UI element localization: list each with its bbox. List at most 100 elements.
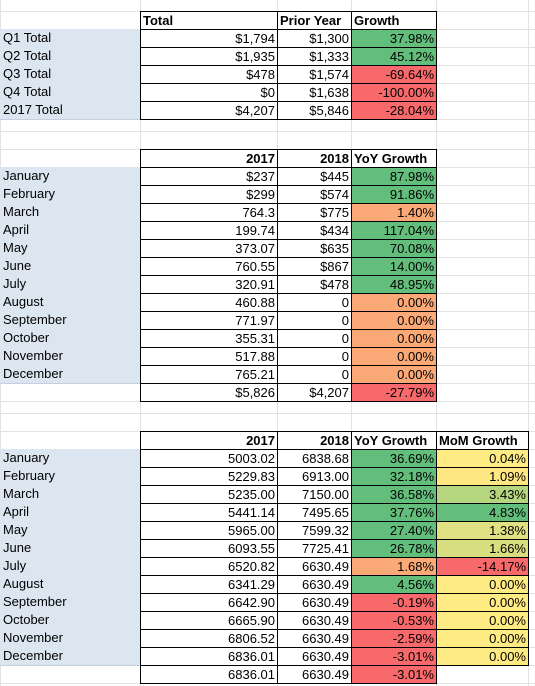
cell-value: -69.64% bbox=[351, 65, 437, 84]
row-label: Q2 Total bbox=[0, 47, 140, 66]
row-label: April bbox=[0, 503, 140, 522]
cell-value: 0.00% bbox=[351, 311, 437, 330]
cell-value: 27.40% bbox=[351, 521, 437, 540]
cell-value: 117.04% bbox=[351, 221, 437, 240]
cell-value: 517.88 bbox=[140, 347, 278, 366]
cell-value: 7150.00 bbox=[277, 485, 352, 504]
cell-value: 6630.49 bbox=[277, 593, 352, 612]
cell-value: 6836.01 bbox=[140, 647, 278, 666]
cell-value: 0.00% bbox=[351, 293, 437, 312]
cell-value: 4.56% bbox=[351, 575, 437, 594]
cell-value: $1,300 bbox=[277, 29, 352, 48]
row-label: January bbox=[0, 449, 140, 468]
row-label: October bbox=[0, 329, 140, 348]
cell-value: -3.01% bbox=[351, 647, 437, 666]
cell-value: 320.91 bbox=[140, 275, 278, 294]
row-label: May bbox=[0, 521, 140, 540]
total-value: 6630.49 bbox=[277, 665, 352, 684]
cell-value: 6520.82 bbox=[140, 557, 278, 576]
cell-value: 0 bbox=[277, 329, 352, 348]
cell-value: 6630.49 bbox=[277, 629, 352, 648]
cell-value: 26.78% bbox=[351, 539, 437, 558]
row-label: December bbox=[0, 365, 140, 384]
cell-value: $574 bbox=[277, 185, 352, 204]
row-label: August bbox=[0, 293, 140, 312]
row-label: March bbox=[0, 485, 140, 504]
cell-value: 37.76% bbox=[351, 503, 437, 522]
total-value: $4,207 bbox=[277, 383, 352, 402]
cell-value: 7725.41 bbox=[277, 539, 352, 558]
column-header: 2018 bbox=[277, 149, 352, 168]
row-label: October bbox=[0, 611, 140, 630]
cell-value: 1.38% bbox=[436, 521, 529, 540]
gridline bbox=[528, 0, 529, 686]
row-label: April bbox=[0, 221, 140, 240]
total-value: $5,826 bbox=[140, 383, 278, 402]
cell-value: 36.58% bbox=[351, 485, 437, 504]
cell-value: -14.17% bbox=[436, 557, 529, 576]
cell-value: $1,794 bbox=[140, 29, 278, 48]
row-label: December bbox=[0, 647, 140, 666]
row-label: July bbox=[0, 275, 140, 294]
cell-value: 5235.00 bbox=[140, 485, 278, 504]
cell-value: 6630.49 bbox=[277, 647, 352, 666]
row-label: 2017 Total bbox=[0, 101, 140, 120]
cell-value: $445 bbox=[277, 167, 352, 186]
cell-value: 6913.00 bbox=[277, 467, 352, 486]
cell-value: $478 bbox=[277, 275, 352, 294]
cell-value: 91.86% bbox=[351, 185, 437, 204]
cell-value: 0.00% bbox=[436, 647, 529, 666]
row-label: September bbox=[0, 593, 140, 612]
cell-value: 1.66% bbox=[436, 539, 529, 558]
column-header: Prior Year bbox=[277, 11, 352, 30]
cell-value: $1,638 bbox=[277, 83, 352, 102]
cell-value: 0 bbox=[277, 311, 352, 330]
column-header: MoM Growth bbox=[436, 431, 529, 450]
cell-value: 1.09% bbox=[436, 467, 529, 486]
row-label: June bbox=[0, 539, 140, 558]
cell-value: -28.04% bbox=[351, 101, 437, 120]
cell-value: 6093.55 bbox=[140, 539, 278, 558]
column-header: Growth bbox=[351, 11, 437, 30]
cell-value: $1,574 bbox=[277, 65, 352, 84]
cell-value: $1,935 bbox=[140, 47, 278, 66]
cell-value: 199.74 bbox=[140, 221, 278, 240]
cell-value: 373.07 bbox=[140, 239, 278, 258]
cell-value: 6630.49 bbox=[277, 611, 352, 630]
cell-value: 771.97 bbox=[140, 311, 278, 330]
cell-value: 87.98% bbox=[351, 167, 437, 186]
cell-value: 6838.68 bbox=[277, 449, 352, 468]
row-label: January bbox=[0, 167, 140, 186]
cell-value: $0 bbox=[140, 83, 278, 102]
cell-value: $867 bbox=[277, 257, 352, 276]
cell-value: 355.31 bbox=[140, 329, 278, 348]
cell-value: 5003.02 bbox=[140, 449, 278, 468]
gridline bbox=[0, 413, 535, 414]
cell-value: 0.00% bbox=[436, 593, 529, 612]
cell-value: 48.95% bbox=[351, 275, 437, 294]
cell-value: 32.18% bbox=[351, 467, 437, 486]
cell-value: 0 bbox=[277, 293, 352, 312]
cell-value: 6630.49 bbox=[277, 557, 352, 576]
total-value: -3.01% bbox=[351, 665, 437, 684]
cell-value: $237 bbox=[140, 167, 278, 186]
column-header: 2017 bbox=[140, 431, 278, 450]
cell-value: 0.00% bbox=[436, 575, 529, 594]
cell-value: $299 bbox=[140, 185, 278, 204]
row-label: June bbox=[0, 257, 140, 276]
cell-value: 5441.14 bbox=[140, 503, 278, 522]
cell-value: 0.00% bbox=[351, 329, 437, 348]
cell-value: $4,207 bbox=[140, 101, 278, 120]
cell-value: $635 bbox=[277, 239, 352, 258]
cell-value: 6665.90 bbox=[140, 611, 278, 630]
column-header: 2017 bbox=[140, 149, 278, 168]
cell-value: 5965.00 bbox=[140, 521, 278, 540]
cell-value: 70.08% bbox=[351, 239, 437, 258]
cell-value: 1.40% bbox=[351, 203, 437, 222]
row-label: November bbox=[0, 347, 140, 366]
cell-value: 1.68% bbox=[351, 557, 437, 576]
cell-value: 7495.65 bbox=[277, 503, 352, 522]
gridline bbox=[0, 131, 535, 132]
cell-value: 0.04% bbox=[436, 449, 529, 468]
